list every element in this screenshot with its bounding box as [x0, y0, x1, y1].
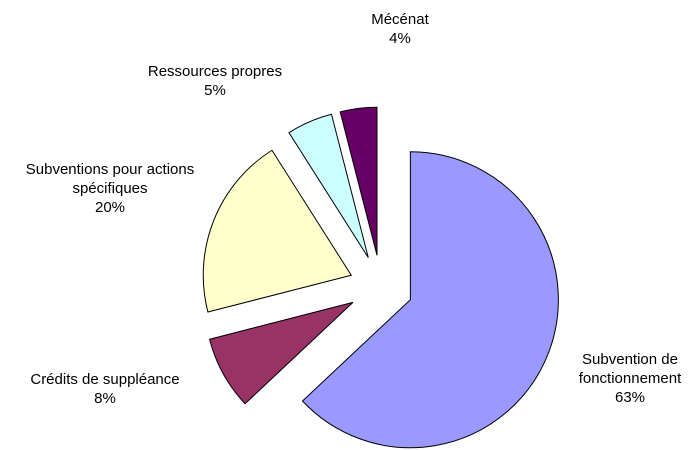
pie-slice — [202, 149, 353, 313]
slice-label: Subventions pour actions spécifiques 20% — [20, 160, 200, 217]
category-name: Ressources propres — [147, 63, 283, 80]
category-name: Subvention de fonctionnement — [578, 351, 682, 387]
value-label: 4% — [389, 30, 411, 47]
value-label: 5% — [204, 82, 226, 99]
category-name: Subventions pour actions spécifiques — [25, 161, 195, 197]
pie-slice — [288, 113, 369, 258]
value-label: 63% — [614, 389, 646, 406]
slice-label: Subvention de fonctionnement 63% — [560, 350, 692, 407]
pie-slice — [339, 106, 378, 256]
slice-label: Crédits de suppléance 8% — [0, 370, 210, 408]
slice-label: Mécénat 4% — [340, 10, 460, 48]
category-name: Mécénat — [371, 11, 429, 28]
value-label: 8% — [94, 390, 116, 407]
category-name: Crédits de suppléance — [30, 371, 180, 388]
value-label: 20% — [94, 199, 126, 216]
slice-label: Ressources propres 5% — [110, 62, 320, 100]
pie-slice — [301, 151, 559, 449]
pie-slice — [208, 301, 354, 405]
